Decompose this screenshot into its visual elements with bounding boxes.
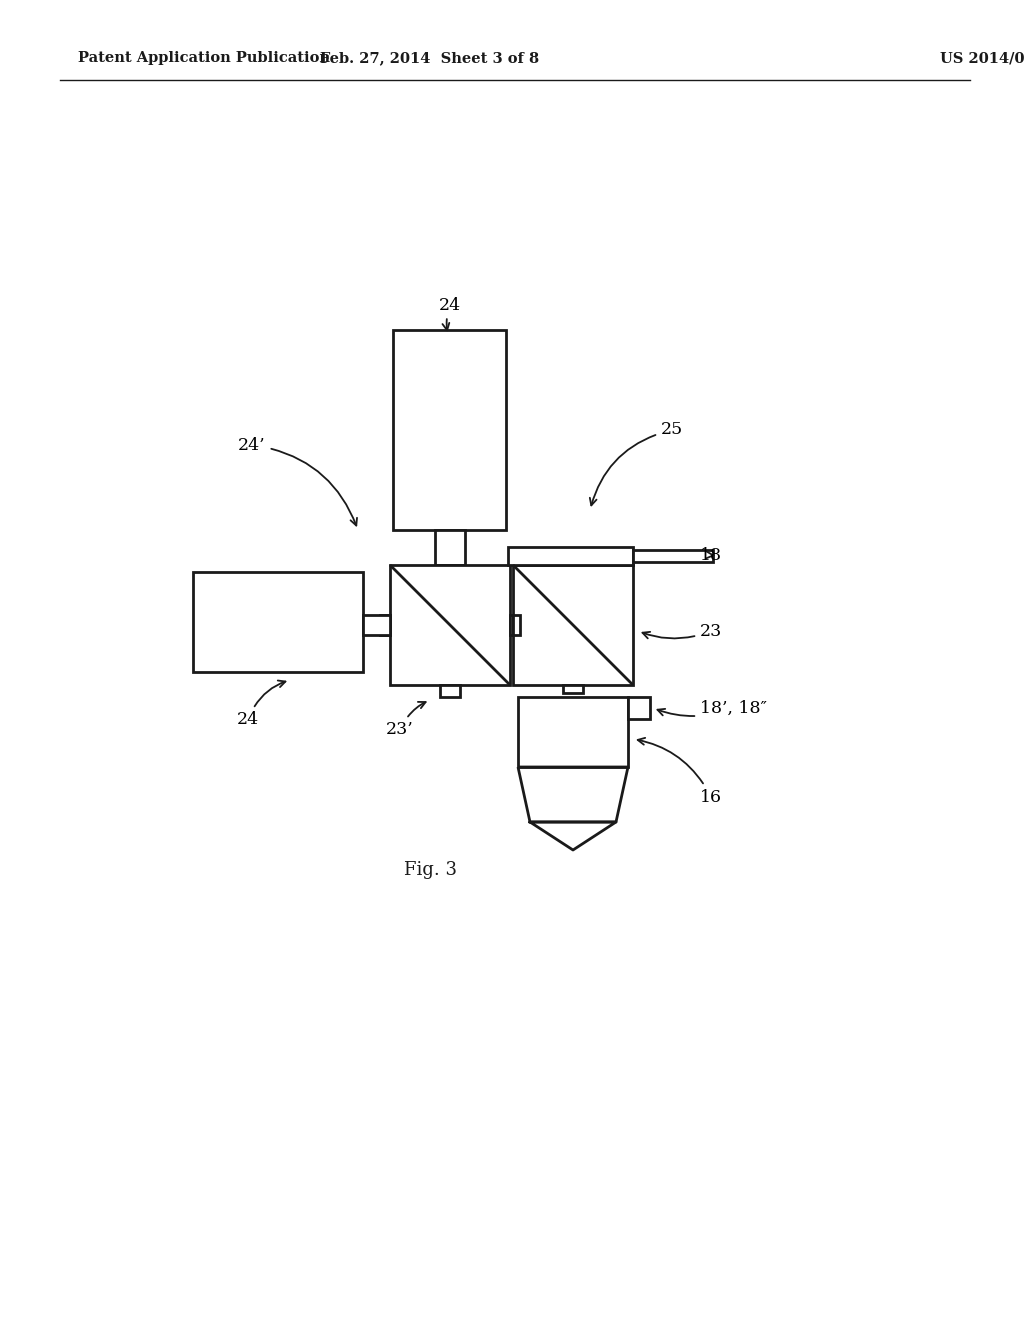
Text: Fig. 3: Fig. 3 [403,861,457,879]
Bar [193,572,362,672]
Bar [440,685,460,697]
Text: Feb. 27, 2014  Sheet 3 of 8: Feb. 27, 2014 Sheet 3 of 8 [321,51,540,65]
Text: 16: 16 [638,738,722,805]
Bar [633,550,713,562]
Text: 23’: 23’ [386,702,426,738]
Bar [628,697,650,719]
Text: 23: 23 [642,623,722,639]
Text: 18: 18 [700,548,722,565]
Bar [434,531,465,565]
Text: 25: 25 [590,421,683,506]
Bar [513,615,520,635]
Bar [362,615,390,635]
Bar [510,615,520,635]
Text: 24: 24 [237,681,286,729]
Bar [380,615,390,635]
Bar [563,685,583,693]
Bar [393,330,506,531]
Text: 18’, 18″: 18’, 18″ [657,700,767,717]
Text: Patent Application Publication: Patent Application Publication [78,51,330,65]
Text: US 2014/0055852 A1: US 2014/0055852 A1 [940,51,1024,65]
Bar [518,697,628,767]
Bar [513,565,633,685]
Text: 24: 24 [439,297,461,330]
Bar [508,546,633,565]
Text: 24’: 24’ [239,437,357,525]
Bar [390,565,510,685]
